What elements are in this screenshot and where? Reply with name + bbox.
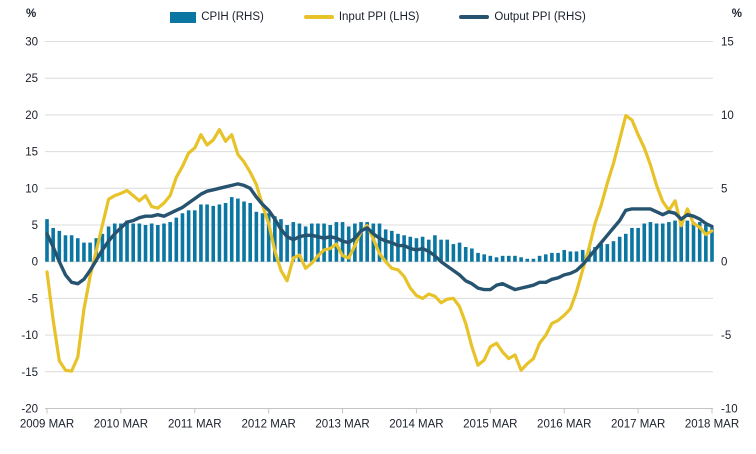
left-axis-tick-label: 20 [25,110,38,122]
legend-item-cpih: CPIH (RHS) [170,11,264,23]
left-axis-tick-label: -15 [21,367,38,379]
left-axis-tick-label: 0 [32,257,38,269]
right-axis-tick-label: 5 [721,183,727,195]
left-axis-tick-label: 25 [25,73,38,85]
left-axis-tick-label: 5 [32,220,38,232]
x-axis-tick-label: 2011 MAR [168,419,221,431]
x-axis-tick-label: 2014 MAR [389,419,443,431]
x-axis-tick-label: 2010 MAR [94,419,148,431]
x-axis-tick-label: 2015 MAR [463,419,517,431]
right-axis-unit-label: % [731,8,742,20]
x-axis-tick-label: 2016 MAR [537,419,591,431]
cpih-bar-swatch-icon [170,11,197,23]
left-axis-tick-label: -10 [21,330,38,342]
legend-label-cpih: CPIH (RHS) [201,11,264,23]
left-axis-tick-label: 30 [25,37,38,49]
x-axis: 2009 MAR 2010 MAR 2011 MAR 2012 MAR 2013 MAR… [20,408,739,431]
x-axis-tick-label: 2018 MAR [685,419,739,431]
x-axis-tick-label: 2013 MAR [315,419,369,431]
right-axis-tick-label: -5 [721,330,731,342]
right-axis-tick-label: 0 [721,257,727,269]
legend-label-output-ppi: Output PPI (RHS) [494,11,586,23]
output-ppi-line [45,182,714,292]
left-axis-tick-label: 15 [25,147,38,159]
legend-item-input-ppi: Input PPI (LHS) [303,11,420,23]
right-axis-tick-label: 15 [721,37,734,49]
right-axis-tick-labels: 15 10 5 0 -5 -10 [721,37,738,416]
left-axis-tick-label: -20 [21,404,38,416]
left-axis-unit-label: % [26,8,37,20]
legend: CPIH (RHS) Input PPI (LHS) Output PPI (R… [0,11,756,23]
input-ppi-line [45,113,714,373]
right-axis-tick-label: 10 [721,110,734,122]
left-axis-tick-label: 10 [25,183,38,195]
right-axis-tick-label: -10 [721,404,738,416]
x-axis-tick-label: 2009 MAR [20,419,74,431]
x-axis-tick-label: 2012 MAR [241,419,295,431]
x-axis-tick-label: 2017 MAR [611,419,665,431]
legend-label-input-ppi: Input PPI (LHS) [338,11,420,23]
output-ppi-line-swatch-icon [459,15,490,19]
input-ppi-line-swatch-icon [303,15,334,19]
legend-item-output-ppi: Output PPI (RHS) [459,11,586,23]
left-axis-tick-label: -5 [28,293,38,305]
left-axis-tick-labels: 30 25 20 15 10 5 0 -5 -10 -15 -20 [21,37,38,416]
